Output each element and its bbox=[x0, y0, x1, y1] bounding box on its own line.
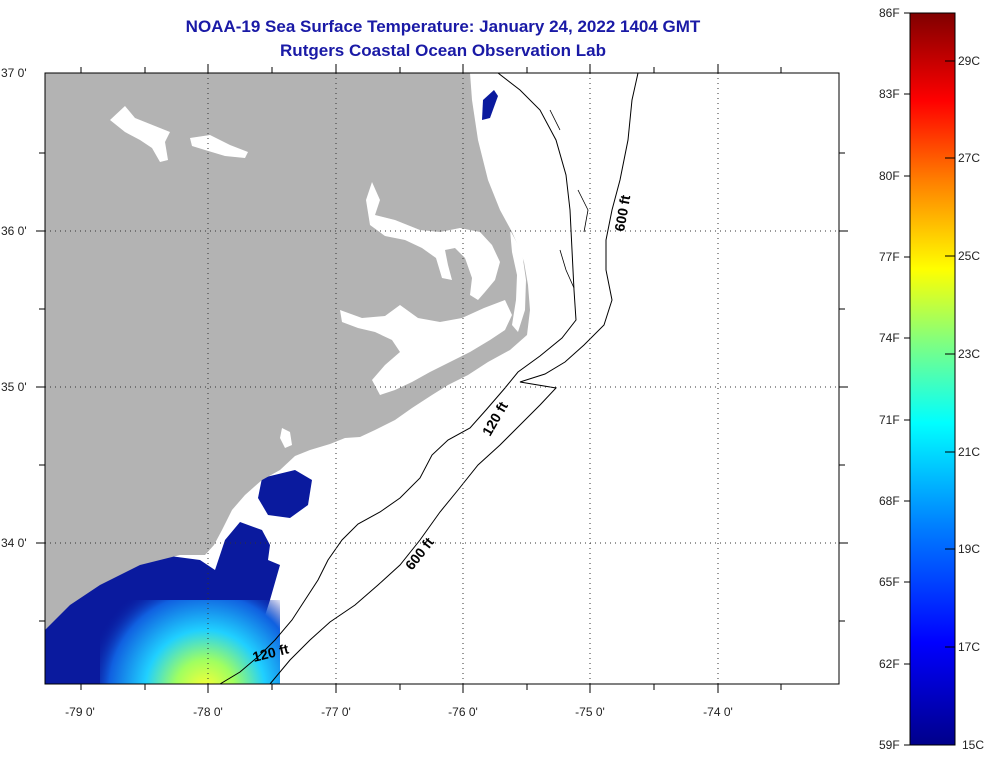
lat-label: 37 0' bbox=[1, 66, 27, 80]
sst-patch-capelookout bbox=[258, 470, 312, 518]
isobath-600ft bbox=[269, 73, 639, 684]
axis-ticks bbox=[36, 64, 848, 693]
lon-label: -74 0' bbox=[703, 705, 733, 719]
isobath-120ft bbox=[219, 73, 577, 684]
lon-label: -76 0' bbox=[448, 705, 478, 719]
lake-small bbox=[280, 428, 292, 448]
colorbar-f-label: 59F bbox=[879, 738, 900, 752]
colorbar-ticks bbox=[904, 12, 955, 746]
colorbar-c-label: 29C bbox=[958, 54, 980, 68]
colorbar-f-label: 71F bbox=[879, 413, 900, 427]
lon-label: -77 0' bbox=[321, 705, 351, 719]
sst-patch-chesapeake bbox=[482, 90, 498, 120]
colorbar-f-label: 83F bbox=[879, 87, 900, 101]
colorbar-f-label: 86F bbox=[879, 6, 900, 20]
colorbar-f-label: 74F bbox=[879, 331, 900, 345]
colorbar-c-label: 21C bbox=[958, 445, 980, 459]
colorbar-f-label: 80F bbox=[879, 169, 900, 183]
colorbar-c-label: 15C bbox=[962, 738, 984, 752]
lat-label: 36 0' bbox=[1, 224, 27, 238]
sst-warm-region bbox=[100, 600, 280, 684]
isobath-label: 600 ft bbox=[611, 193, 633, 232]
lake-upper bbox=[110, 106, 170, 162]
lon-label: -78 0' bbox=[193, 705, 223, 719]
colorbar-f-label: 62F bbox=[879, 657, 900, 671]
map-frame bbox=[44, 72, 840, 685]
coastal-lagoon bbox=[510, 230, 526, 332]
lake-right bbox=[190, 135, 248, 158]
colorbar-c-label: 17C bbox=[958, 640, 980, 654]
graticule bbox=[45, 73, 839, 684]
colorbar-f-label: 68F bbox=[879, 494, 900, 508]
colorbar-f-label: 77F bbox=[879, 250, 900, 264]
lon-label: -79 0' bbox=[65, 705, 95, 719]
colorbar-c-label: 27C bbox=[958, 151, 980, 165]
land bbox=[45, 73, 530, 630]
shelf-edge-features bbox=[549, 109, 589, 289]
albemarle-sound bbox=[366, 182, 500, 300]
pamlico-sound bbox=[340, 300, 512, 395]
lat-label: 34 0' bbox=[1, 536, 27, 550]
lat-label: 35 0' bbox=[1, 380, 27, 394]
colorbar-c-label: 23C bbox=[958, 347, 980, 361]
chart-subtitle: Rutgers Coastal Ocean Observation Lab bbox=[280, 41, 606, 60]
chart-title: NOAA-19 Sea Surface Temperature: January… bbox=[185, 17, 701, 36]
colorbar-gradient bbox=[909, 12, 956, 746]
colorbar-c-label: 19C bbox=[958, 542, 980, 556]
colorbar-f-label: 65F bbox=[879, 575, 900, 589]
colorbar-c-label: 25C bbox=[958, 249, 980, 263]
lon-label: -75 0' bbox=[575, 705, 605, 719]
